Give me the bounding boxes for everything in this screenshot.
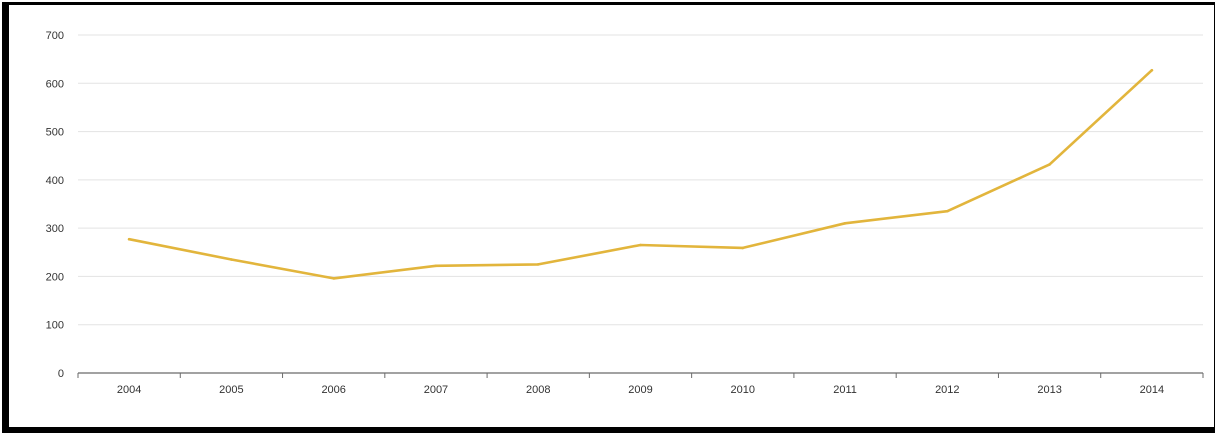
data-point (127, 237, 131, 241)
x-tick-label: 2013 (1037, 384, 1061, 396)
data-point (843, 222, 847, 225)
x-tick-label: 2006 (321, 384, 345, 396)
data-point (639, 243, 642, 247)
x-tick-label: 2004 (117, 384, 141, 396)
axes (77, 372, 1204, 378)
y-tick-label: 300 (46, 223, 64, 235)
x-tick-label: 2010 (731, 384, 755, 396)
data-point (946, 209, 949, 213)
data-point (230, 258, 233, 261)
x-tick-label: 2009 (628, 384, 652, 396)
x-tick-label: 2008 (526, 384, 550, 396)
y-tick-label: 600 (46, 78, 64, 90)
y-tick-label: 0 (58, 368, 64, 380)
series-line (127, 68, 1154, 280)
x-tick-label: 2014 (1140, 384, 1164, 396)
y-tick-label: 500 (46, 127, 64, 139)
data-point (332, 277, 335, 280)
gridlines (78, 34, 1203, 326)
data-point (741, 246, 745, 250)
data-point (1150, 68, 1154, 72)
x-tick-label: 2011 (833, 384, 857, 396)
y-tick-label: 700 (46, 30, 64, 42)
data-point (434, 264, 438, 268)
x-axis-tick-labels: 2004 2005 2006 2007 2008 2009 2010 2011 2012 2013… (117, 384, 1164, 396)
data-point (536, 263, 540, 266)
x-tick-label: 2012 (935, 384, 959, 396)
series-layer (127, 68, 1154, 280)
y-axis-tick-labels: 0 100 200 300 400 500 600 700 (46, 30, 64, 380)
data-point (1048, 163, 1051, 166)
x-tick-label: 2005 (219, 384, 243, 396)
x-tick-label: 2007 (424, 384, 448, 396)
y-tick-label: 400 (46, 175, 64, 187)
y-tick-label: 200 (46, 271, 64, 283)
y-tick-label: 100 (46, 320, 64, 332)
